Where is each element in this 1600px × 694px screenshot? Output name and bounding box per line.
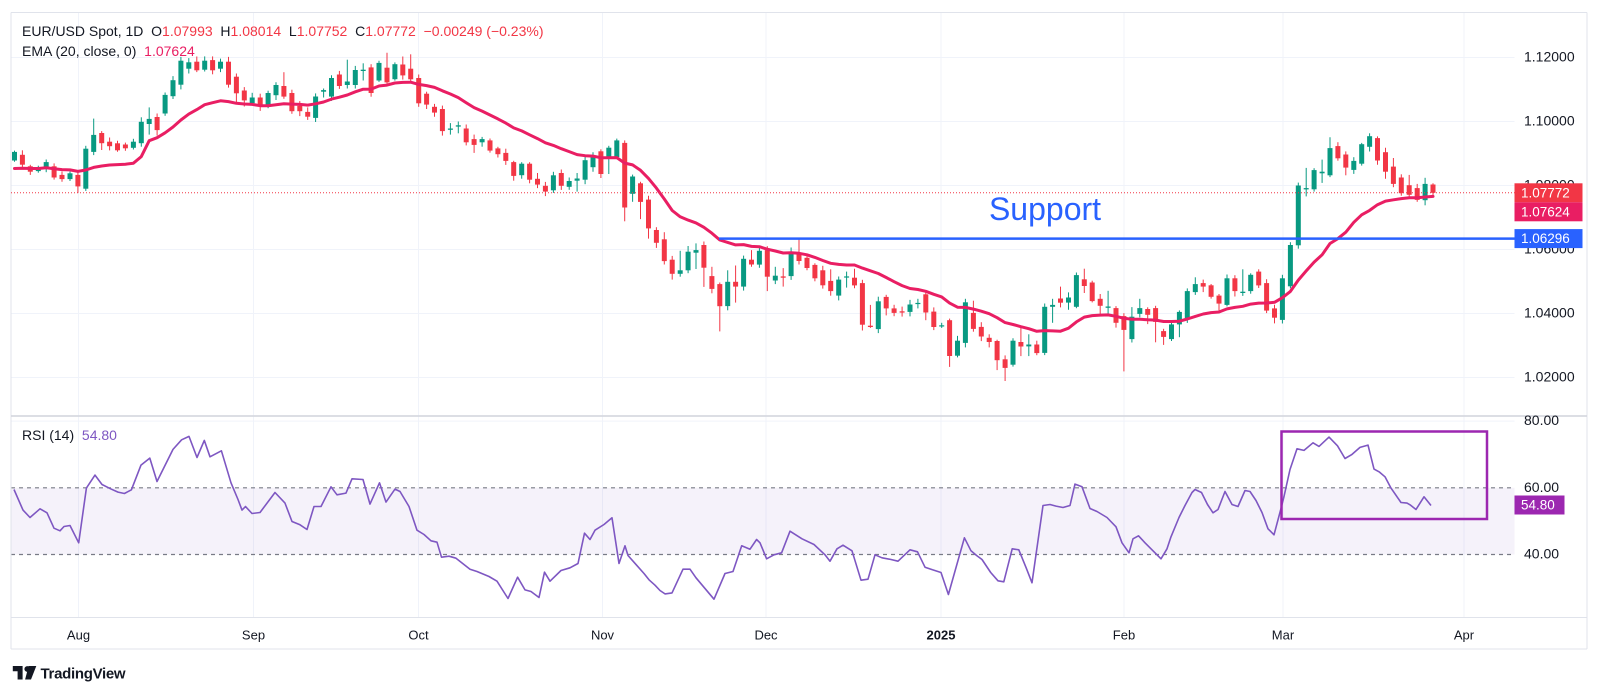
svg-text:1.07772: 1.07772 bbox=[1521, 185, 1570, 200]
svg-text:Mar: Mar bbox=[1272, 628, 1295, 643]
svg-text:60.00: 60.00 bbox=[1524, 479, 1559, 495]
svg-text:TradingView: TradingView bbox=[41, 666, 126, 683]
svg-text:54.80: 54.80 bbox=[1521, 498, 1555, 513]
svg-text:Aug: Aug bbox=[67, 628, 90, 643]
svg-text:2025: 2025 bbox=[927, 628, 956, 643]
svg-text:EUR/USD Spot, 1D O1.07993 H1: EUR/USD Spot, 1D O1.07993 H1.08014 L1.07… bbox=[22, 23, 544, 39]
svg-text:Apr: Apr bbox=[1454, 628, 1475, 643]
svg-text:1.12000: 1.12000 bbox=[1524, 49, 1575, 65]
svg-text:Sep: Sep bbox=[242, 628, 265, 643]
svg-text:Dec: Dec bbox=[754, 628, 778, 643]
svg-text:1.07624: 1.07624 bbox=[1521, 204, 1570, 219]
svg-text:1.10000: 1.10000 bbox=[1524, 113, 1575, 129]
svg-text:Nov: Nov bbox=[591, 628, 615, 643]
svg-text:Support: Support bbox=[989, 191, 1101, 227]
svg-text:Oct: Oct bbox=[408, 628, 429, 643]
svg-text:80.00: 80.00 bbox=[1524, 412, 1559, 428]
svg-text:1.06296: 1.06296 bbox=[1521, 231, 1570, 246]
svg-text:EMA (20, close, 0) 1.07624: EMA (20, close, 0) 1.07624 bbox=[22, 43, 195, 59]
svg-text:40.00: 40.00 bbox=[1524, 546, 1559, 562]
svg-text:RSI (14) 54.80: RSI (14) 54.80 bbox=[22, 427, 117, 443]
svg-text:Feb: Feb bbox=[1113, 628, 1135, 643]
svg-text:1.02000: 1.02000 bbox=[1524, 369, 1575, 385]
svg-text:1.04000: 1.04000 bbox=[1524, 305, 1575, 321]
